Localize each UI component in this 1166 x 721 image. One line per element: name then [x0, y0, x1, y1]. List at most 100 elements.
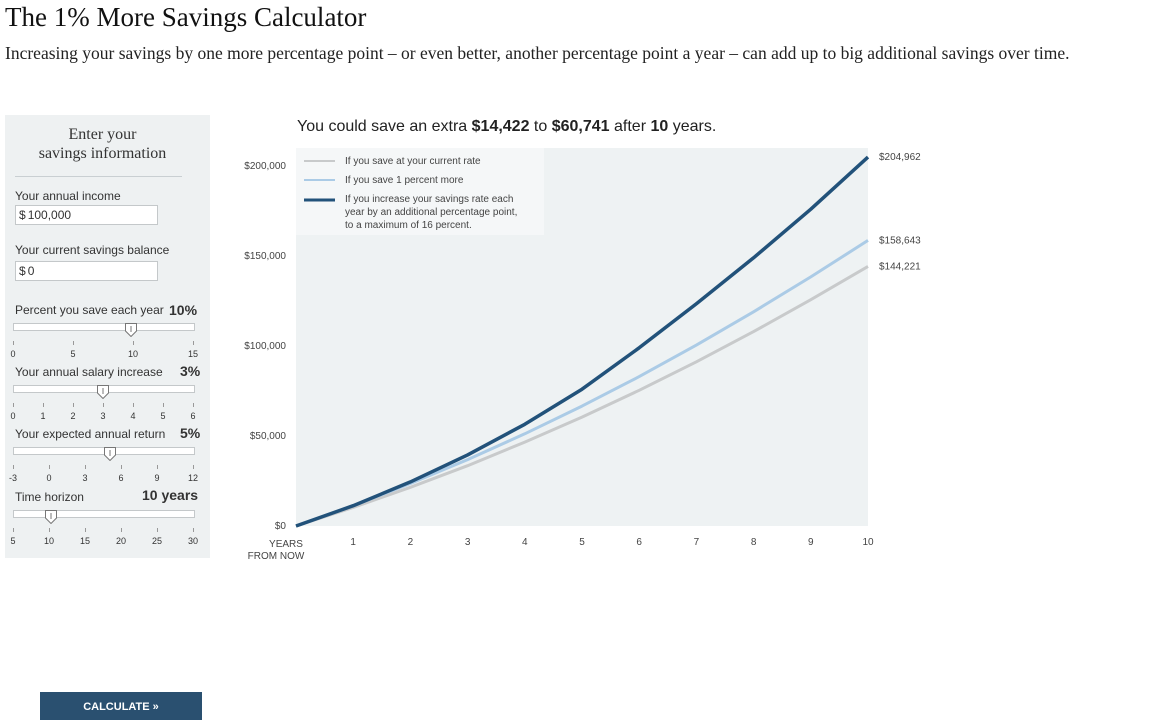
percent-slider-track[interactable] [13, 323, 195, 331]
slider-tick-label: 4 [130, 411, 136, 421]
page-title: The 1% More Savings Calculator [5, 2, 367, 32]
slider-tick-label: 25 [151, 536, 163, 546]
horizon-slider-track[interactable] [13, 510, 195, 518]
slider-tick [193, 465, 194, 469]
percent-value: 10% [169, 302, 198, 318]
slider-tick [13, 403, 14, 407]
slider-tick-label: 5 [70, 349, 76, 359]
slider-tick-label: 5 [160, 411, 166, 421]
slider-tick-label: 15 [79, 536, 91, 546]
end-value-label: $158,643 [879, 235, 921, 246]
x-tick-label: 3 [465, 537, 471, 548]
legend-box [296, 148, 544, 235]
balance-currency: $ [19, 264, 26, 278]
balance-label: Your current savings balance [15, 243, 170, 257]
y-tick-label: $200,000 [244, 161, 286, 172]
slider-tick [73, 403, 74, 407]
income-input[interactable] [25, 208, 148, 222]
horizon-value: 10 years [142, 487, 199, 503]
slider-tick [157, 465, 158, 469]
slider-tick-label: -3 [8, 473, 18, 483]
slider-tick-label: 3 [82, 473, 88, 483]
return-ticks: -3 0 3 6 9 12 [9, 465, 199, 485]
y-tick-label: $50,000 [250, 431, 287, 442]
salary-value: 3% [180, 363, 201, 379]
end-value-label: $144,221 [879, 261, 921, 272]
legend-plus-one: If you save 1 percent more [345, 175, 464, 186]
slider-tick-label: 12 [187, 473, 199, 483]
slider-tick-label: 0 [10, 349, 16, 359]
slider-tick-label: 0 [46, 473, 52, 483]
slider-tick-label: 6 [118, 473, 124, 483]
chart-legend: If you save at your current rate If you … [296, 148, 544, 235]
slider-tick [43, 403, 44, 407]
x-tick-label: 7 [694, 537, 700, 548]
balance-input[interactable] [25, 264, 148, 278]
x-tick-label: 6 [636, 537, 642, 548]
percent-label: Percent you save each year [15, 303, 164, 317]
horizon-ticks: 5 10 15 20 25 30 [10, 528, 198, 548]
slider-tick [193, 528, 194, 532]
return-label: Your expected annual return [15, 427, 166, 441]
x-tick-label: 9 [808, 537, 814, 548]
slider-tick [49, 528, 50, 532]
slider-tick [103, 403, 104, 407]
slider-tick [133, 403, 134, 407]
income-field[interactable]: $ [15, 205, 158, 225]
input-panel: Enter your savings information Your annu… [5, 115, 210, 558]
salary-ticks: 0 1 2 3 4 5 6 [10, 403, 196, 423]
slider-tick [85, 465, 86, 469]
slider-tick [133, 341, 134, 345]
slider-tick-label: 20 [115, 536, 127, 546]
low-savings: $14,422 [471, 118, 530, 135]
end-value-label: $204,962 [879, 152, 921, 163]
return-slider-handle[interactable] [104, 447, 116, 461]
x-tick-label: 5 [579, 537, 585, 548]
calculate-button[interactable]: CALCULATE » [40, 692, 202, 720]
slider-tick-label: 1 [40, 411, 46, 421]
income-label: Your annual income [15, 189, 121, 203]
slider-tick [49, 465, 50, 469]
y-tick-label: $0 [275, 521, 287, 532]
legend-current: If you save at your current rate [345, 156, 481, 167]
slider-tick [157, 528, 158, 532]
slider-tick [13, 528, 14, 532]
balance-field[interactable]: $ [15, 261, 158, 281]
slider-tick-label: 15 [187, 349, 199, 359]
horizon-label: Time horizon [15, 490, 84, 504]
savings-chart: $0 $50,000 $100,000 $150,000 $200,000 1 2 3 4 5 6… [244, 148, 921, 562]
slider-tick-label: 9 [154, 473, 160, 483]
result-headline: You could save an extra $14,422 to $60,7… [297, 118, 717, 135]
line-current-rate [295, 265, 869, 528]
horizon-slider-handle[interactable] [45, 510, 57, 524]
slider-tick-label: 5 [10, 536, 16, 546]
x-axis-label-line2: FROM NOW [248, 551, 305, 562]
slider-tick-label: 0 [10, 411, 16, 421]
panel-heading: Enter your savings information [38, 126, 167, 162]
slider-tick [73, 341, 74, 345]
slider-tick [121, 465, 122, 469]
slider-tick-label: 10 [43, 536, 55, 546]
intro-text: Increasing your savings by one more perc… [5, 43, 1070, 63]
percent-ticks: 0 5 10 15 [10, 341, 199, 361]
slider-tick [13, 341, 14, 345]
x-tick-label: 4 [522, 537, 528, 548]
x-tick-label: 10 [862, 537, 874, 548]
legend-increase-line3: to a maximum of 16 percent. [345, 220, 472, 231]
high-savings: $60,741 [551, 118, 610, 135]
x-tick-label: 1 [350, 537, 356, 548]
years-count: 10 [650, 118, 669, 135]
y-tick-label: $100,000 [244, 341, 286, 352]
salary-label: Your annual salary increase [15, 365, 163, 379]
salary-slider-handle[interactable] [97, 385, 109, 399]
slider-tick-label: 3 [100, 411, 106, 421]
legend-increase-line1: If you increase your savings rate each [345, 194, 513, 205]
slider-tick [193, 341, 194, 345]
slider-tick-label: 6 [190, 411, 196, 421]
slider-tick [13, 465, 14, 469]
slider-tick [85, 528, 86, 532]
x-axis-label-line1: YEARS [269, 539, 303, 550]
percent-slider-handle[interactable] [125, 323, 137, 337]
income-currency: $ [19, 208, 26, 222]
x-tick-label: 8 [751, 537, 757, 548]
